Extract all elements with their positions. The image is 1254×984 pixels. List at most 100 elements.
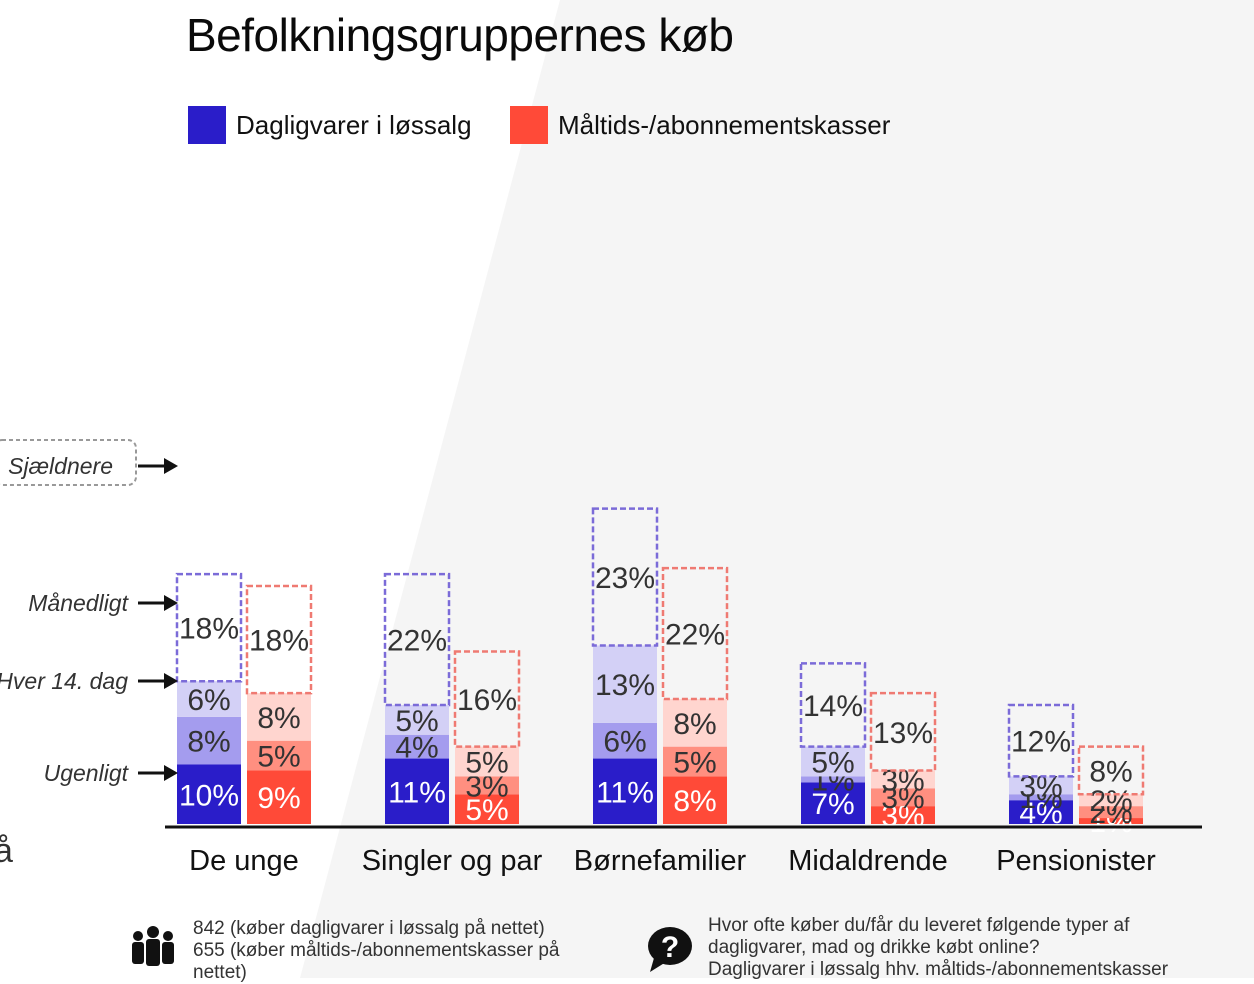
category-label: Singler og par [362,845,543,877]
bar-segment [245,584,313,695]
bar-segment [799,662,867,748]
bar-segment [1007,703,1075,778]
frequency-label: Ugenligt [44,760,130,786]
data-label: 8% [673,785,716,818]
page-title: Befolkningsgruppernes køb [186,9,734,61]
legend-label-meal-kits: Måltids-/abonnementskasser [558,109,891,140]
data-label: 8% [257,702,300,735]
legend-label-groceries: Dagligvarer i løssalg [236,109,472,140]
bar-segment [593,645,657,723]
data-label: 6% [187,684,230,717]
bar-segment [1009,800,1073,824]
bar-segment [663,746,727,777]
data-label: 13% [873,717,933,750]
bar-segment [177,716,241,765]
data-label: 9% [257,782,300,815]
bar-segment [663,776,727,824]
data-label: 11% [388,776,446,809]
data-label: 5% [257,741,300,774]
bar-segment [177,764,241,824]
respondents-line-1: 842 (køber dagligvarer i løssalg på nett… [193,918,545,939]
bar-segment [385,758,449,824]
legend-swatch-meal-kits [510,106,548,144]
bar-segment [663,699,727,747]
data-label: 4% [395,732,438,765]
respondents-line-2: 655 (køber måltids-/abonnementskasser på [193,940,560,961]
data-label: 16% [457,684,517,717]
bar-segment [871,806,935,824]
bar-segment [1079,794,1143,807]
question-line-2: dagligvarer, mad og drikke købt online? [708,937,1040,958]
data-label: 13% [595,669,655,702]
bar-segment [591,507,659,647]
bar-segment [247,770,311,824]
bar-segment [455,776,519,795]
bar-segment [661,566,729,701]
bar-segment [871,788,935,807]
data-label: 8% [673,708,716,741]
respondents-line-3: nettet) [193,962,247,983]
bar-segment [801,782,865,824]
rarely-label-box [0,439,137,486]
arrow-head-icon [164,458,178,474]
arrow-head-icon [164,673,178,689]
category-label: Børnefamilier [574,845,747,877]
category-label: Midaldrende [788,845,948,877]
question-line-3: Dagligvarer i løssalg hhv. måltids-/abon… [708,959,1169,980]
data-label: 11% [596,776,654,809]
bar-segment [869,691,937,772]
data-label: 5% [395,705,438,738]
frequency-label: Månedligt [28,590,129,616]
respondents-note: 842 (køber dagligvarer i løssalg på nett… [193,918,613,984]
bar-segment [455,746,519,777]
cut-off-glyph: å [0,832,13,870]
data-label: 2% [1089,785,1132,818]
frequency-label: Hver 14. dag [0,668,128,694]
category-label: De unge [189,845,299,877]
bar-segment [593,722,657,759]
bar-segment [1079,806,1143,819]
bar-segment [453,650,521,748]
bar-segment [1009,794,1073,801]
survey-question: Hvor ofte køber du/får du leveret følgen… [708,915,1248,981]
data-label: 5% [465,794,508,827]
data-label: 5% [465,747,508,780]
data-label: 7% [811,788,854,821]
bar-segment [177,681,241,717]
data-label: 5% [811,747,854,780]
arrow-head-icon [164,765,178,781]
bar-segment [385,734,449,759]
legend-item-meal-kits: Måltids-/abonnementskasser [510,106,890,144]
data-label: 12% [1011,726,1071,759]
question-icon: ? [648,927,692,972]
bar-segment [593,758,657,824]
legend-item-groceries: Dagligvarer i løssalg [188,106,472,144]
data-label: 22% [387,625,447,658]
data-label: 14% [803,690,863,723]
bar-segment [383,572,451,707]
bar-segment [1077,745,1145,796]
data-label: 22% [665,619,725,652]
bar-segment [385,705,449,735]
arrow-head-icon [164,595,178,611]
question-line-1: Hvor ofte køber du/får du leveret følgen… [708,915,1130,936]
bar-segment [455,794,519,824]
data-label: 6% [603,726,646,759]
bar-segment [175,572,243,683]
bar-segment [1079,818,1143,824]
data-label: 18% [249,625,309,658]
bar-segment [247,693,311,741]
data-label: 8% [1089,755,1132,788]
bar-segment [801,776,865,783]
frequency-label: Sjældnere [8,453,113,479]
bar-segment [871,770,935,789]
data-label: 4% [1019,797,1062,830]
bar-segment [247,740,311,771]
svg-text:?: ? [661,931,679,964]
people-icon [132,926,174,966]
legend-swatch-groceries [188,106,226,144]
bar-segment [1009,776,1073,795]
data-label: 10% [179,779,239,812]
